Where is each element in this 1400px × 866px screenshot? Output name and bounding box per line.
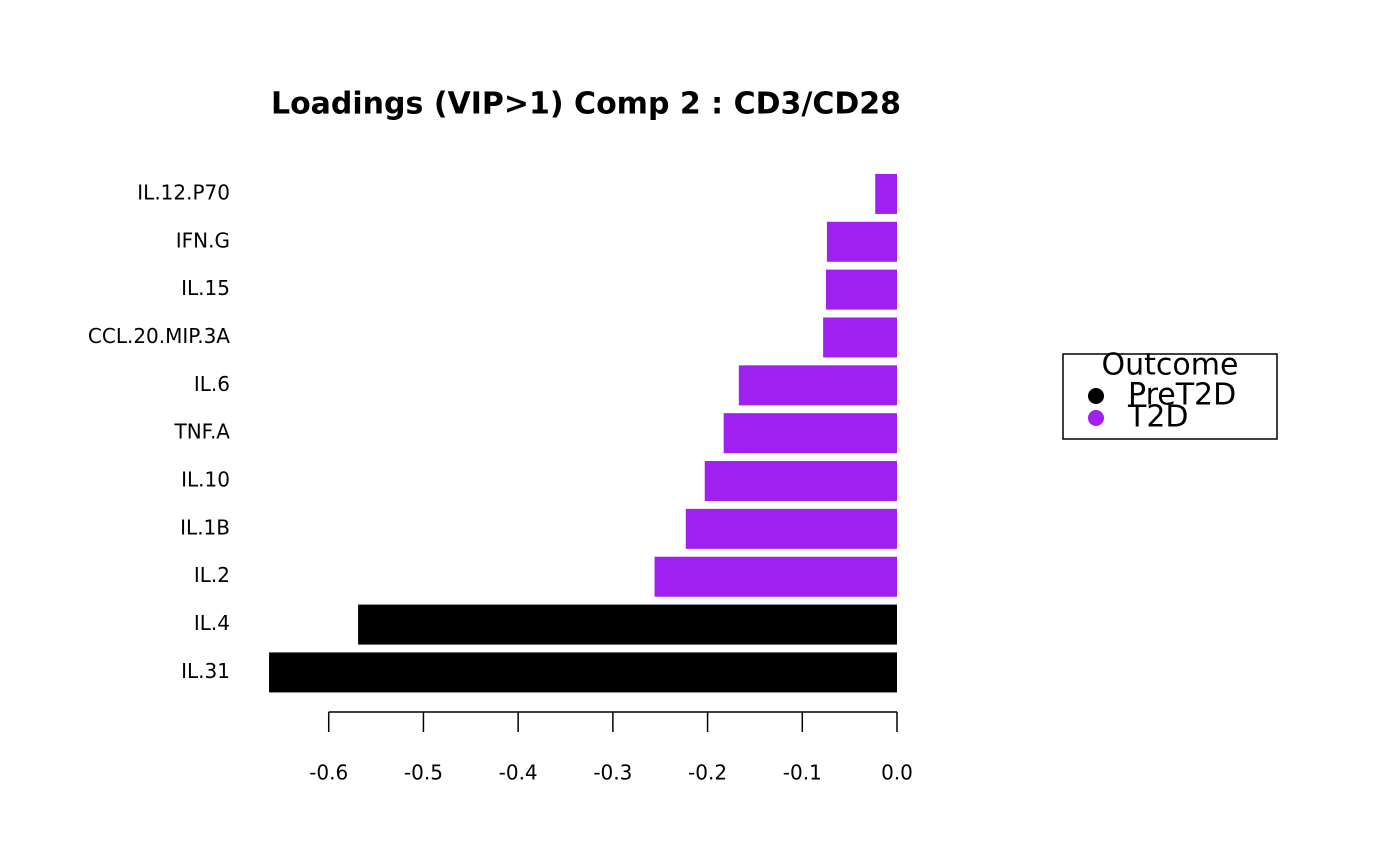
bar	[269, 652, 897, 693]
legend-marker	[1088, 410, 1104, 426]
x-tick-label: -0.5	[404, 761, 443, 785]
y-tick-label: IL.2	[194, 563, 230, 587]
y-tick-label: IL.12.P70	[137, 180, 230, 204]
x-tick-label: -0.3	[593, 761, 632, 785]
legend-label: T2D	[1127, 400, 1189, 435]
y-tick-label: CCL.20.MIP.3A	[88, 324, 230, 348]
bar	[738, 365, 897, 406]
y-tick-label: IL.31	[181, 659, 230, 683]
y-tick-label: IL.15	[181, 276, 230, 300]
bar	[875, 173, 897, 214]
y-tick-label: IL.6	[194, 372, 230, 396]
bar	[723, 413, 897, 454]
legend-marker	[1088, 388, 1104, 404]
bar	[823, 317, 897, 358]
bar	[685, 508, 897, 549]
x-tick-label: -0.6	[309, 761, 348, 785]
legend-title: Outcome	[1102, 348, 1239, 383]
y-tick-label: IFN.G	[176, 228, 230, 252]
legend-box	[1062, 353, 1278, 440]
y-tick-label: IL.1B	[180, 515, 230, 539]
bar	[826, 221, 897, 262]
legend-label: PreT2D	[1128, 378, 1236, 413]
bar	[654, 556, 897, 597]
bar	[704, 461, 897, 502]
x-tick-label: 0.0	[881, 761, 913, 785]
bar	[358, 604, 898, 645]
chart-title: Loadings (VIP>1) Comp 2 : CD3/CD28	[271, 87, 901, 122]
x-tick-label: -0.1	[783, 761, 822, 785]
bar	[825, 269, 897, 310]
x-tick-label: -0.2	[688, 761, 727, 785]
y-tick-label: IL.4	[194, 611, 230, 635]
y-tick-label: IL.10	[181, 468, 230, 492]
x-tick-label: -0.4	[499, 761, 538, 785]
y-tick-label: TNF.A	[173, 420, 230, 444]
